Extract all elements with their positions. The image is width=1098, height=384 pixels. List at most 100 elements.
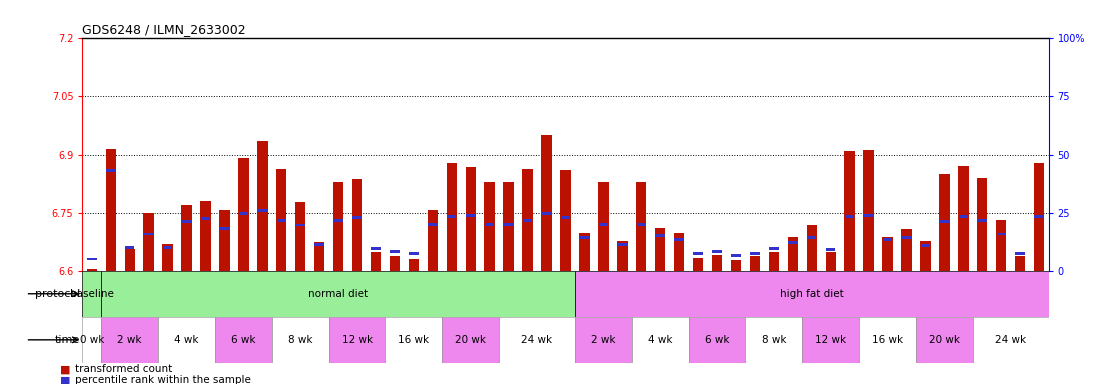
Bar — [977, 178, 987, 271]
Bar — [977, 219, 987, 222]
Bar — [750, 252, 760, 255]
Bar — [163, 243, 172, 271]
Bar — [334, 219, 343, 222]
Bar — [124, 250, 135, 271]
Bar — [385, 317, 442, 363]
Bar — [1015, 256, 1026, 271]
Text: 16 wk: 16 wk — [399, 335, 429, 345]
Bar — [427, 210, 438, 271]
Bar — [916, 317, 973, 363]
Bar — [295, 223, 305, 227]
Bar — [144, 233, 154, 235]
Bar — [575, 271, 1049, 317]
Bar — [807, 237, 817, 239]
Bar — [503, 182, 514, 271]
Bar — [826, 248, 836, 251]
Bar — [408, 259, 419, 271]
Bar — [996, 220, 1007, 271]
Bar — [442, 317, 500, 363]
Bar — [826, 252, 836, 271]
Bar — [107, 169, 115, 172]
Bar — [428, 223, 437, 226]
Bar — [656, 235, 665, 237]
Text: 6 wk: 6 wk — [232, 335, 256, 345]
Bar — [125, 246, 134, 249]
Bar — [939, 174, 950, 271]
Text: 12 wk: 12 wk — [341, 335, 372, 345]
Bar — [864, 214, 873, 217]
Bar — [371, 252, 381, 271]
Text: 24 wk: 24 wk — [995, 335, 1027, 345]
Text: 2 wk: 2 wk — [591, 335, 616, 345]
Bar — [920, 240, 931, 271]
Bar — [352, 216, 361, 218]
Bar — [328, 317, 385, 363]
Bar — [466, 167, 475, 271]
Bar — [485, 223, 494, 226]
Bar — [575, 317, 631, 363]
Bar — [484, 182, 495, 271]
Bar — [750, 256, 760, 271]
Bar — [580, 237, 590, 239]
Bar — [1034, 163, 1044, 271]
Bar — [807, 225, 817, 271]
Bar — [272, 317, 328, 363]
Bar — [693, 258, 704, 271]
Bar — [636, 182, 647, 271]
Bar — [101, 317, 158, 363]
Bar — [1034, 215, 1044, 218]
Bar — [158, 317, 215, 363]
Text: normal diet: normal diet — [309, 289, 368, 299]
Bar — [82, 271, 101, 317]
Bar — [500, 317, 575, 363]
Bar — [258, 209, 267, 212]
Bar — [238, 159, 248, 271]
Bar — [371, 247, 381, 250]
Text: high fat diet: high fat diet — [780, 289, 843, 299]
Bar — [617, 243, 627, 246]
Bar — [883, 237, 893, 271]
Bar — [87, 258, 97, 260]
Text: protocol: protocol — [35, 289, 80, 299]
Bar — [541, 212, 551, 215]
Bar — [712, 255, 722, 271]
Bar — [940, 220, 949, 223]
Text: baseline: baseline — [70, 289, 114, 299]
Text: 12 wk: 12 wk — [815, 335, 847, 345]
Bar — [277, 219, 285, 222]
Bar — [101, 271, 575, 317]
Bar — [257, 141, 268, 271]
Bar — [598, 182, 608, 271]
Bar — [694, 252, 703, 255]
Text: 4 wk: 4 wk — [175, 335, 199, 345]
Bar — [333, 182, 344, 271]
Bar — [770, 247, 778, 250]
Bar — [674, 238, 684, 241]
Bar — [238, 212, 248, 215]
Bar — [390, 250, 400, 253]
Bar — [617, 240, 628, 271]
Bar — [200, 201, 211, 271]
Text: 8 wk: 8 wk — [288, 335, 313, 345]
Text: 8 wk: 8 wk — [762, 335, 786, 345]
Text: time: time — [55, 335, 80, 345]
Text: percentile rank within the sample: percentile rank within the sample — [75, 375, 250, 384]
Bar — [220, 210, 229, 271]
Bar — [87, 269, 97, 271]
Bar — [637, 223, 646, 226]
Bar — [82, 317, 101, 363]
Bar — [959, 215, 968, 218]
Text: 0 wk: 0 wk — [80, 335, 104, 345]
Bar — [215, 317, 272, 363]
Text: 24 wk: 24 wk — [522, 335, 552, 345]
Bar — [598, 223, 608, 226]
Bar — [390, 256, 400, 271]
Bar — [276, 169, 287, 271]
Bar — [859, 317, 916, 363]
Bar — [901, 229, 911, 271]
Bar — [901, 237, 911, 239]
Text: 6 wk: 6 wk — [705, 335, 729, 345]
Bar — [182, 220, 191, 223]
Bar — [731, 260, 741, 271]
Bar — [787, 237, 798, 271]
